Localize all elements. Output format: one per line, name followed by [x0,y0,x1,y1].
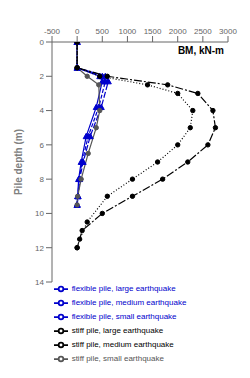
svg-text:2000: 2000 [169,27,187,36]
html-text:stiff pile, large earthquake: stiff pile, large earthquake [71,326,164,336]
html-text:flexible pile, large earthquak: flexible pile, large earthquake [71,284,176,294]
svg-text:6: 6 [40,141,45,150]
html-text:stiff pile, medium earthquake: stiff pile, medium earthquake [71,340,174,350]
html-text:flexible pile, medium earthqua: flexible pile, medium earthquake [71,298,187,308]
svg-text:3000: 3000 [219,27,237,36]
svg-text:2: 2 [40,72,45,81]
svg-text:0: 0 [75,27,80,36]
svg-text:0: 0 [40,38,45,47]
svg-text:1500: 1500 [144,27,162,36]
html-text:stiff pile, small earthquake: stiff pile, small earthquake [71,354,164,364]
svg-text:500: 500 [96,27,110,36]
svg-text:-500: -500 [44,27,61,36]
svg-text:14: 14 [35,278,44,287]
svg-text:2500: 2500 [194,27,212,36]
html-text:BM, kN-m: BM, kN-m [177,45,224,56]
html-text:flexible pile, small earthquak: flexible pile, small earthquake [71,312,177,322]
svg-text:4: 4 [40,106,45,115]
svg-text:8: 8 [40,175,45,184]
svg-text:10: 10 [35,209,44,218]
svg-text:Pile depth (m): Pile depth (m) [13,129,24,195]
svg-text:1000: 1000 [119,27,137,36]
svg-text:12: 12 [35,244,44,253]
